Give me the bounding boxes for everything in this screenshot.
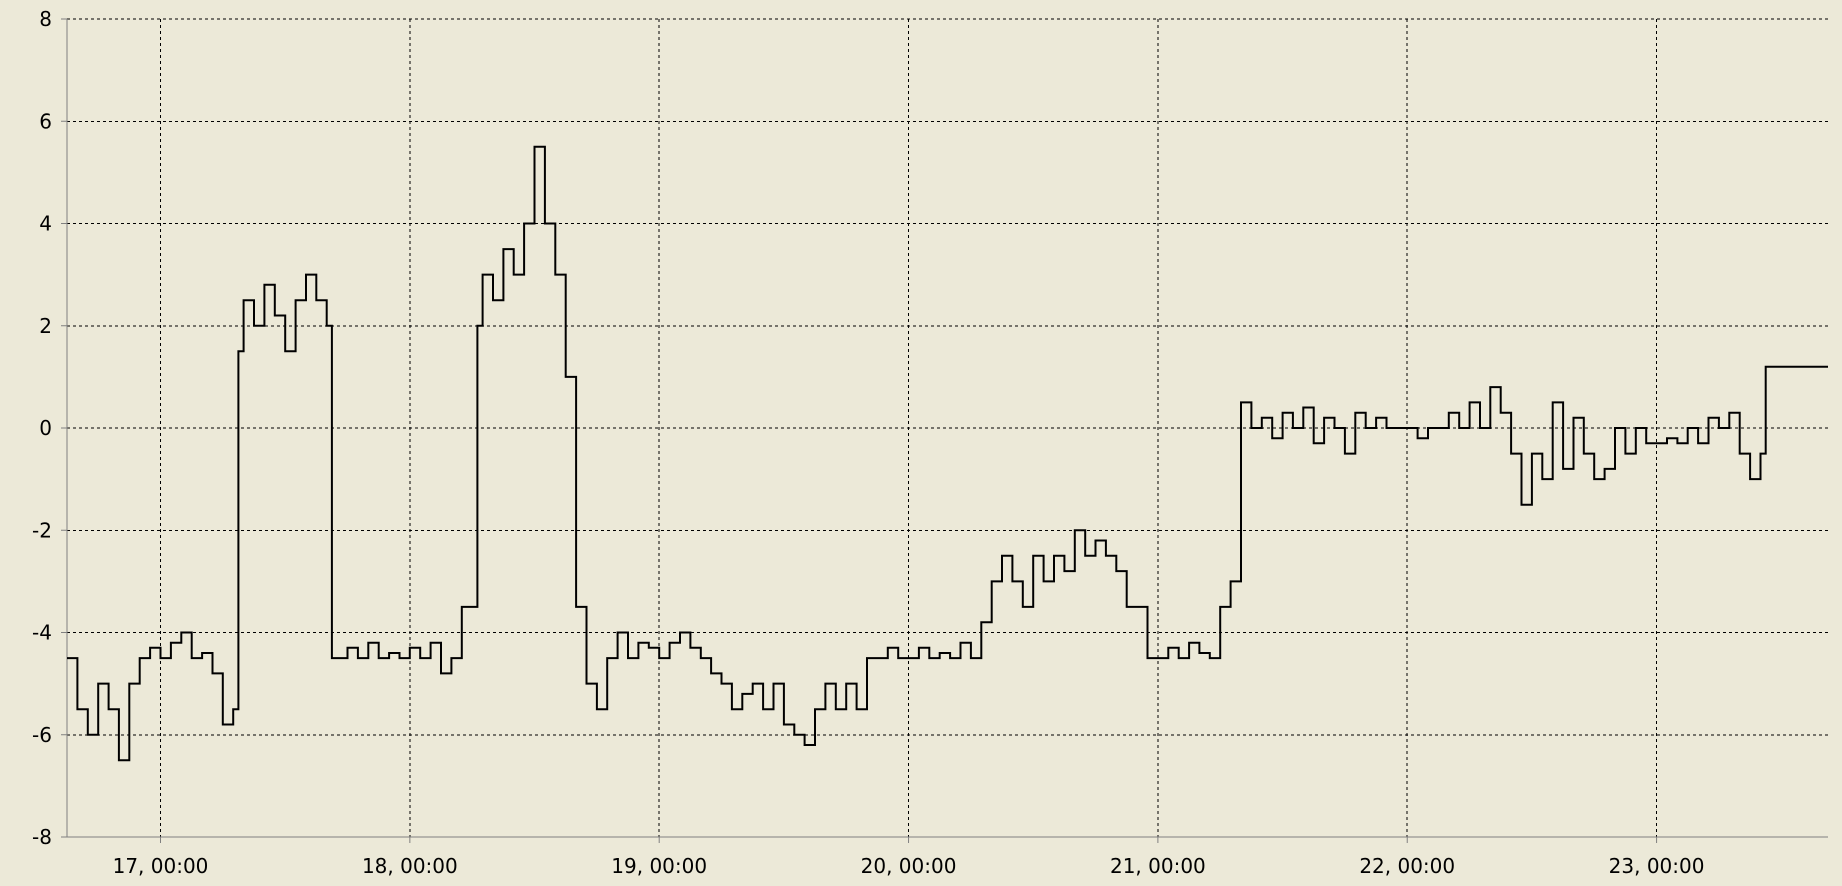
x-tick-label: 22, 00:00 <box>1359 854 1455 878</box>
y-tick-label: 2 <box>39 314 52 338</box>
x-tick-label: 17, 00:00 <box>113 854 209 878</box>
y-tick-label: -6 <box>32 723 52 747</box>
x-tick-label: 23, 00:00 <box>1609 854 1705 878</box>
axes <box>61 18 1828 843</box>
y-tick-labels: -8 -6 -4 -2 0 2 4 6 8 <box>32 7 52 849</box>
y-tick-label: 6 <box>39 109 52 133</box>
x-tick-labels: 17, 00:00 18, 00:00 19, 00:00 20, 00:00 21, … <box>113 854 1705 878</box>
y-tick-label: 4 <box>39 212 52 236</box>
x-tick-label: 19, 00:00 <box>611 854 707 878</box>
x-tick-label: 20, 00:00 <box>861 854 957 878</box>
series-line <box>67 145 1828 762</box>
y-tick-label: 8 <box>39 7 52 31</box>
x-tick-label: 18, 00:00 <box>362 854 458 878</box>
y-tick-label: -4 <box>32 621 52 645</box>
series-layer <box>67 145 1828 762</box>
y-tick-label: 0 <box>39 416 52 440</box>
y-tick-label: -8 <box>32 825 52 849</box>
y-tick-label: -2 <box>32 518 52 542</box>
x-tick-label: 21, 00:00 <box>1110 854 1206 878</box>
